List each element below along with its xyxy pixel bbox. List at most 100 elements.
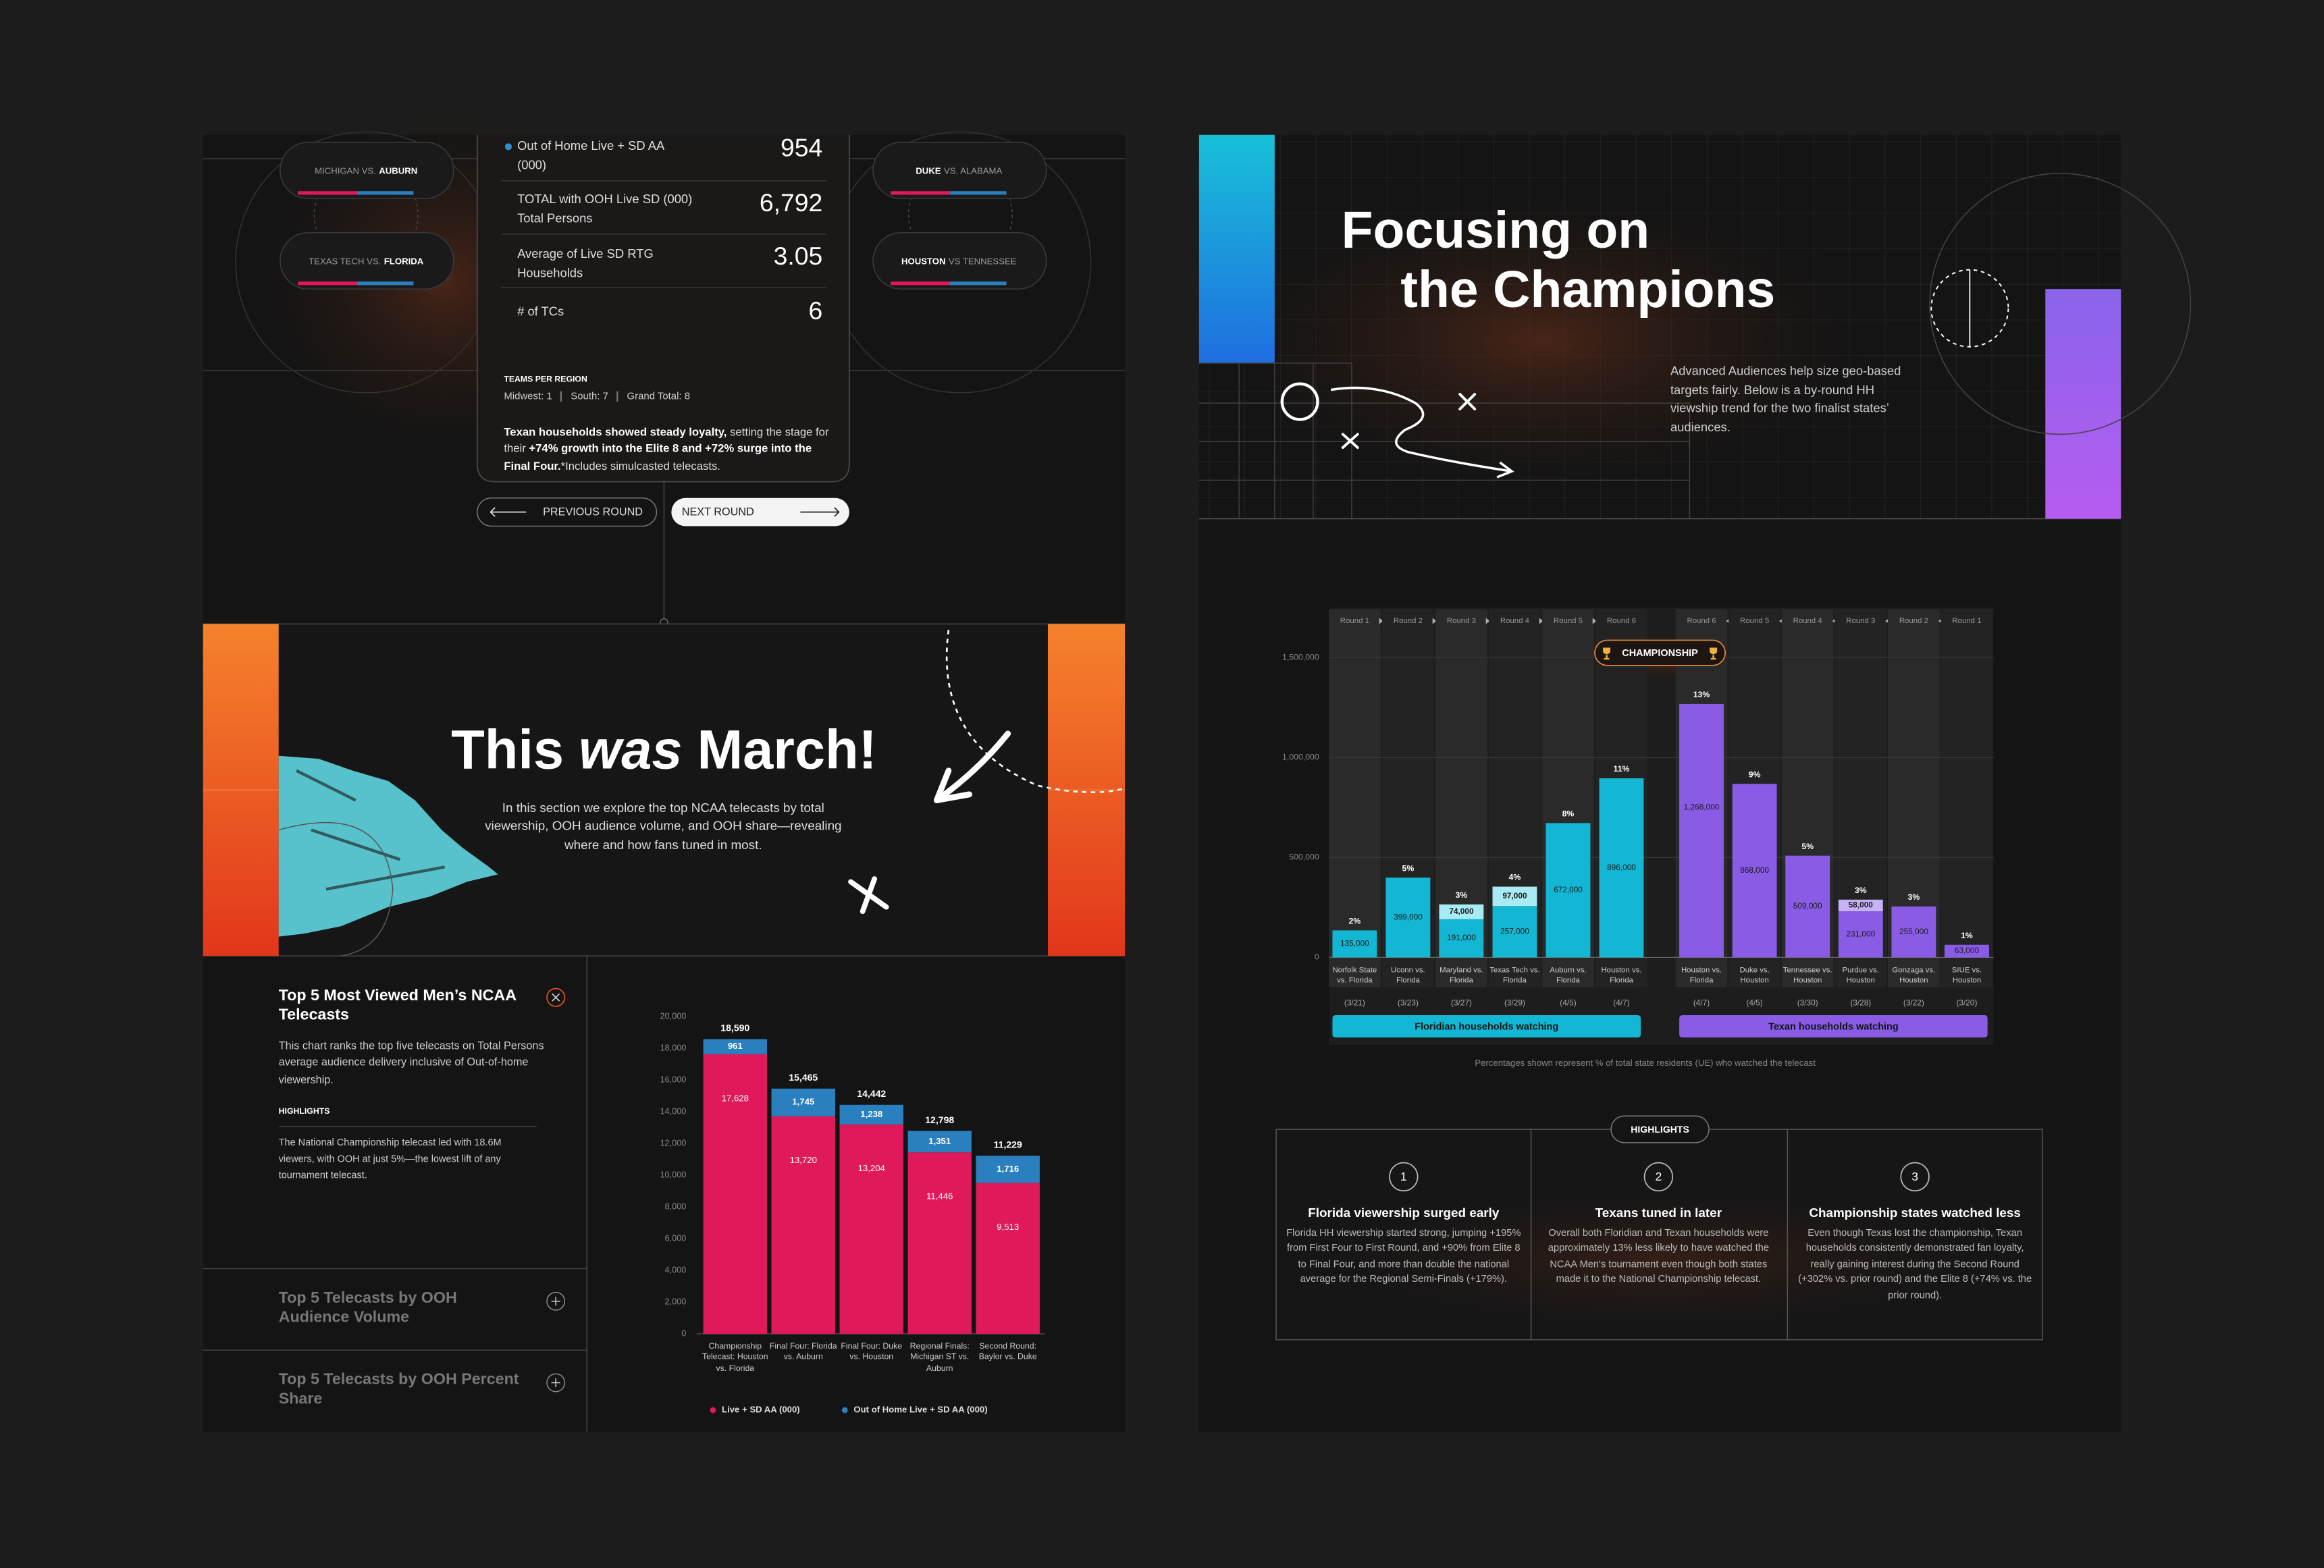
y-tick-label: 2,000 [665,1296,687,1306]
round-arrow [1485,618,1491,624]
x-tick-label-box: Second Round: Baylor vs. Duke [979,1343,1037,1362]
text-run: Midwest: 1 [504,391,552,402]
stat-value: 3.05 [774,242,823,270]
y-tick-label: 18,000 [660,1043,686,1053]
round-label: Round 3 [1846,617,1875,625]
x-tick-label-box: Auburn vs. Florida [1550,966,1587,985]
matchup-team: DUKE [916,166,941,176]
legend-label: Floridian households watching [1415,1021,1558,1032]
round-label: Round 1 [1340,617,1369,625]
accordion-highlight: The National Championship telecast led w… [278,1138,502,1182]
x-tick-label-box: Regional Finals: Michigan ST vs. Auburn [910,1343,970,1373]
value-label: 13,204 [858,1163,885,1173]
matchup-label: TEXAS TECH VS. FLORIDA [309,256,424,267]
bar-segment [771,1116,835,1334]
matchup-label: HOUSTON VS TENNESSEE [901,256,1017,267]
bar [1385,877,1431,958]
value-label: 58,000 [1849,900,1874,910]
value-label: 255,000 [1899,927,1928,936]
highlight-title: Texans tuned in later [1595,1206,1722,1220]
highlight-text: Overall both Floridian and Texan househo… [1548,1228,1769,1285]
team-bar [298,281,358,286]
date-label: (3/27) [1451,998,1472,1008]
stat-value: 954 [781,134,822,162]
x-tick-label: Gonzaga vs. Houston [1892,966,1936,985]
round-label: Round 5 [1740,617,1769,625]
accordion-title-box[interactable]: Top 5 Telecasts by OOH Percent Share [279,1371,531,1415]
value-label: 1,745 [792,1097,814,1107]
date-label: (4/5) [1560,998,1576,1008]
value-label: 63,000 [1955,946,1980,955]
matchup-team: AUBURN [379,166,417,176]
x-tick-label-box: Houston vs. Florida [1601,967,1641,985]
date-label: (3/28) [1850,998,1871,1008]
round-arrow [1432,618,1437,624]
matchup-team: FLORIDA [384,256,424,267]
accordion-title-box: Top 5 Most Viewed Men’s NCAA Telecasts [278,987,517,1025]
share-label: 2% [1348,916,1361,925]
x-tick-label: Texas Tech vs. Florida [1489,966,1540,985]
highlight-text-box: Overall both Floridian and Texan househo… [1548,1228,1769,1285]
trophy-icon [1603,647,1611,660]
matchup-team: VS TENNESSEE [949,256,1017,267]
stat-value: 6 [809,296,823,325]
total-label: 12,798 [925,1114,954,1125]
highlight-text: Florida HH viewership started strong, ju… [1286,1228,1521,1285]
highlight-text-box: Even though Texas lost the championship,… [1798,1228,2032,1301]
bar [1546,823,1591,958]
y-tick-label: 0 [681,1328,686,1338]
legend-swatch [710,1407,716,1413]
section-text: Advanced Audiences help size geo-based t… [1670,362,1901,434]
x-tick-label-box: Houston vs. Florida [1681,966,1722,985]
text-run: South: 7 [571,391,608,402]
value-label: 868,000 [1740,865,1769,875]
share-label: 5% [1402,863,1415,873]
x-tick-label: Duke vs. Houston [1739,966,1770,985]
highlight-text: Even though Texas lost the championship,… [1798,1228,2032,1301]
legend-label: Live + SD AA (000) [722,1405,800,1415]
x-tick-label: Final Four: Florida vs. Auburn [769,1343,837,1363]
value-label: 672,000 [1554,885,1583,894]
bar [1679,703,1724,958]
value-label: 1,716 [997,1164,1019,1174]
value-label: 11,446 [926,1191,953,1201]
button-label[interactable]: NEXT ROUND [682,506,754,518]
x-tick-label-box: Duke vs. Houston [1739,966,1770,985]
accordion-title-box[interactable]: Top 5 Telecasts by OOH Audience Volume [279,1289,531,1334]
value-label: 1,238 [860,1109,882,1119]
value-label: 257,000 [1500,926,1529,936]
bar-segment [976,1156,1040,1183]
accordion-title: Top 5 Most Viewed Men’s NCAA Telecasts [278,987,517,1025]
x-tick-label: Maryland vs. Florida [1440,966,1483,985]
accordion-highlight-box: The National Championship telecast led w… [278,1138,502,1182]
bar [1492,906,1537,958]
x-tick-label-box: Championship Telecast: Houston vs. Flori… [702,1343,768,1373]
title-word: This [451,720,564,781]
share-label: 5% [1801,842,1814,851]
team-bar [891,281,951,286]
regions-box: Midwest: 1 South: 7 Grand Total: 8 [504,391,690,402]
highlight-text-box: Florida HH viewership started strong, ju… [1286,1228,1521,1285]
value-label: 13,720 [790,1155,817,1165]
section-title: the Champions [1400,261,1775,319]
share-label: 3% [1855,886,1867,895]
teams-heading: TEAMS PER REGION [504,374,587,383]
x-tick-label-box: Uconn vs. Florida [1391,967,1425,985]
team-bar [950,191,1007,195]
team-bar [891,191,951,195]
round-label: Round 4 [1500,617,1530,625]
legend-bar [1679,1015,1988,1037]
share-label: 3% [1456,890,1468,900]
title-word: March! [697,720,876,781]
stat-label-box: TOTAL with OOH Live SD (000) Total Perso… [517,191,692,225]
x-tick-label-box: Norfolk State vs. Florida [1332,967,1377,985]
x-tick-label-box: Final Four: Duke vs. Houston [841,1343,902,1362]
badge [1594,639,1726,666]
x-tick-label: Auburn vs. Florida [1550,966,1587,985]
button-label[interactable]: PREVIOUS ROUND [543,506,643,518]
text-run: +74% growth into the Elite 8 and +72% su… [504,442,812,472]
stat-label-box: Average of Live SD RTG Households [517,246,654,279]
x-tick-label: Houston vs. Florida [1681,966,1722,985]
accordion-title: Top 5 Telecasts by OOH Audience Volume [278,1289,457,1327]
